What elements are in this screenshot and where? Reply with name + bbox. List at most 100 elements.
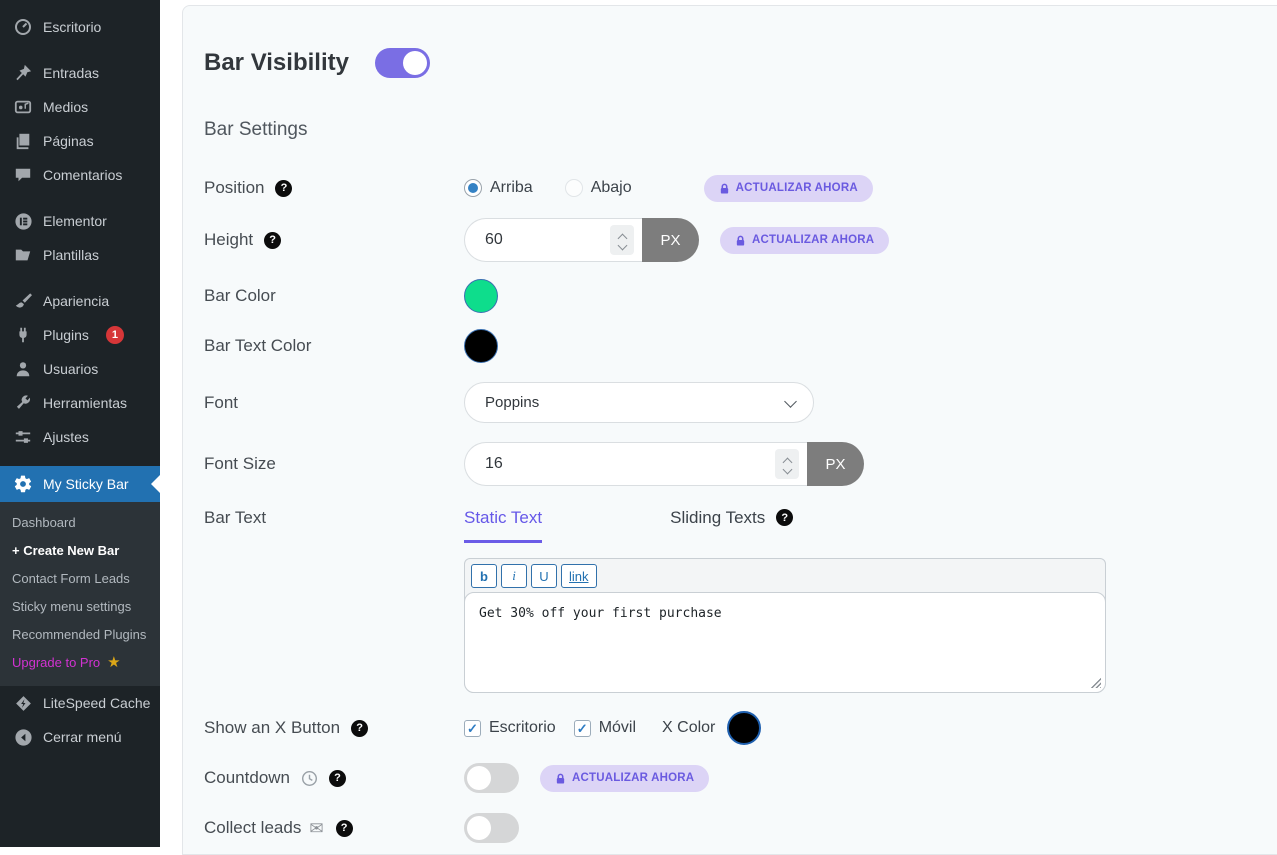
clock-icon <box>301 770 318 787</box>
menu-separator <box>0 44 160 56</box>
height-label: Height <box>204 230 254 249</box>
countdown-help-icon[interactable]: ? <box>329 769 347 787</box>
x-color-label: X Color <box>662 719 716 736</box>
font-label: Font <box>204 392 239 412</box>
bar-text-textarea[interactable]: Get 30% off your first purchase <box>464 592 1106 693</box>
dashboard-icon <box>13 17 33 37</box>
link-button[interactable]: link <box>561 564 597 588</box>
elementor-icon <box>13 211 33 231</box>
resize-handle[interactable] <box>1090 677 1101 688</box>
sidebar-item-cerrar-menu[interactable]: Cerrar menú <box>0 720 160 754</box>
submenu-item-recommended-plugins[interactable]: Recommended Plugins <box>12 626 147 642</box>
countdown-label-group: Countdown ? <box>204 768 464 788</box>
settings-card: Bar Visibility Bar Settings Position ? A… <box>182 5 1277 855</box>
height-unit-button[interactable]: PX <box>642 218 699 262</box>
countdown-update-button[interactable]: ACTUALIZAR AHORA <box>540 764 710 792</box>
sidebar-item-plantillas[interactable]: Plantillas <box>0 238 160 272</box>
position-radio-abajo[interactable]: Abajo <box>564 179 632 197</box>
collect-leads-label: Collect leads <box>204 818 302 837</box>
sidebar-item-plugins[interactable]: Plugins 1 <box>0 318 160 352</box>
settings-sliders-icon <box>13 427 33 447</box>
font-size-stepper[interactable] <box>775 449 799 479</box>
sidebar-item-label: Herramientas <box>43 395 128 411</box>
sidebar-item-comentarios[interactable]: Comentarios <box>0 158 160 192</box>
bar-text-color-label: Bar Text Color <box>204 336 312 355</box>
media-icon <box>13 97 33 117</box>
collect-leads-label-group: Collect leads ✉ ? <box>204 818 464 838</box>
sidebar-item-medios[interactable]: Medios <box>0 90 160 124</box>
x-button-mobile-checkbox[interactable]: ✓ Móvil <box>573 719 636 737</box>
height-update-button[interactable]: ACTUALIZAR AHORA <box>720 226 890 254</box>
position-radio-arriba[interactable]: Arriba <box>464 179 533 197</box>
tab-static-text[interactable]: Static Text <box>464 508 543 543</box>
submenu-item-dashboard[interactable]: Dashboard <box>12 514 76 530</box>
collapse-menu-icon <box>13 727 33 747</box>
submenu-item-create-new-bar[interactable]: + Create New Bar <box>12 542 120 558</box>
sidebar-item-apariencia[interactable]: Apariencia <box>0 284 160 318</box>
sidebar-item-paginas[interactable]: Páginas <box>0 124 160 158</box>
my-sticky-bar-submenu: Dashboard + Create New Bar Contact Form … <box>0 502 160 686</box>
pushpin-icon <box>13 63 33 83</box>
underline-button[interactable]: U <box>531 564 557 588</box>
font-size-unit-button[interactable]: PX <box>807 442 864 486</box>
bar-visibility-toggle[interactable] <box>374 48 430 78</box>
height-input-group: 60 PX <box>464 218 699 262</box>
chevron-down-icon <box>784 395 797 408</box>
sidebar-item-label: Comentarios <box>43 167 123 183</box>
bar-text-color-swatch[interactable] <box>464 329 498 363</box>
height-label-group: Height ? <box>204 230 464 250</box>
sidebar-item-litespeed-cache[interactable]: LiteSpeed Cache <box>0 686 160 720</box>
radio-unchecked-icon <box>564 179 583 197</box>
submenu-item-upgrade-to-pro[interactable]: Upgrade to Pro ★ <box>12 654 121 671</box>
submenu-item-sticky-menu-settings[interactable]: Sticky menu settings <box>12 598 132 614</box>
lock-icon <box>556 773 565 784</box>
sidebar-item-label: Entradas <box>43 65 100 81</box>
sidebar-item-my-sticky-bar[interactable]: My Sticky Bar <box>0 466 160 502</box>
position-help-icon[interactable]: ? <box>275 179 293 197</box>
folder-icon <box>13 245 33 265</box>
toggle-knob <box>467 816 491 840</box>
litespeed-icon <box>13 693 33 713</box>
bar-color-label: Bar Color <box>204 286 276 305</box>
height-help-icon[interactable]: ? <box>264 231 282 249</box>
font-size-label-group: Font Size <box>204 454 464 474</box>
checkbox-checked-icon: ✓ <box>573 719 591 737</box>
menu-separator <box>0 454 160 466</box>
tab-sliding-texts[interactable]: Sliding Texts <box>670 508 766 527</box>
sidebar-item-usuarios[interactable]: Usuarios <box>0 352 160 386</box>
bar-text-color-label-group: Bar Text Color <box>204 336 464 356</box>
position-update-button[interactable]: ACTUALIZAR AHORA <box>703 174 873 202</box>
sidebar-item-escritorio[interactable]: Escritorio <box>0 10 160 44</box>
font-select[interactable]: Poppins <box>464 382 814 423</box>
font-size-input[interactable]: 16 <box>464 442 807 486</box>
star-icon: ★ <box>107 654 121 671</box>
collect-leads-toggle[interactable] <box>464 813 519 843</box>
sidebar-item-elementor[interactable]: Elementor <box>0 204 160 238</box>
submenu-item-contact-form-leads[interactable]: Contact Form Leads <box>12 570 130 586</box>
sidebar-item-label: Medios <box>43 99 89 115</box>
bar-color-swatch[interactable] <box>464 279 498 313</box>
countdown-toggle[interactable] <box>464 763 519 793</box>
users-icon <box>13 359 33 379</box>
collect-leads-help-icon[interactable]: ? <box>335 819 353 837</box>
font-size-label: Font Size <box>204 454 276 473</box>
x-color-swatch[interactable] <box>727 711 762 745</box>
height-stepper[interactable] <box>610 225 634 255</box>
sidebar-item-herramientas[interactable]: Herramientas <box>0 386 160 420</box>
sidebar-item-ajustes[interactable]: Ajustes <box>0 420 160 454</box>
lock-icon <box>720 183 728 194</box>
sidebar-item-label: LiteSpeed Cache <box>43 695 151 711</box>
envelope-icon: ✉ <box>309 818 324 838</box>
lock-icon <box>736 235 745 246</box>
x-button-desktop-checkbox[interactable]: ✓ Escritorio <box>464 719 556 737</box>
height-input[interactable]: 60 <box>464 218 642 262</box>
bar-text-editor: b i U link Get 30% off your first purcha… <box>464 558 1106 693</box>
bold-button[interactable]: b <box>471 564 497 588</box>
plugin-icon <box>13 325 33 345</box>
sliding-texts-help-icon[interactable]: ? <box>776 509 794 526</box>
sidebar-item-entradas[interactable]: Entradas <box>0 56 160 90</box>
sidebar-item-label: Plantillas <box>43 247 100 263</box>
italic-button[interactable]: i <box>501 564 527 588</box>
sidebar-item-label: Escritorio <box>43 19 102 35</box>
x-button-help-icon[interactable]: ? <box>351 719 369 737</box>
